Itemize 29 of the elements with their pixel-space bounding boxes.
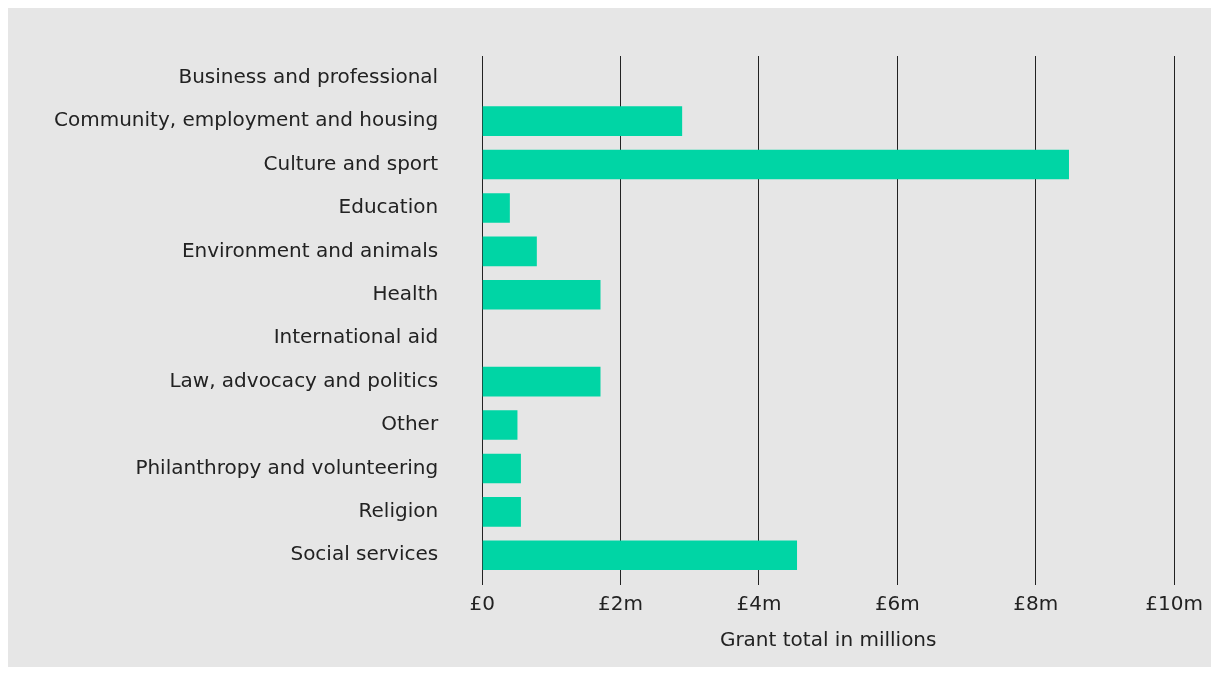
x-axis-title: Grant total in millions (719, 627, 937, 652)
bar (482, 497, 521, 527)
y-tick-label: Business and professional (178, 63, 439, 88)
bar (482, 236, 537, 267)
y-tick-label: Philanthropy and volunteering (135, 454, 439, 479)
y-tick-label: International aid (273, 324, 439, 349)
bar (482, 540, 798, 571)
x-tick-label: £0 (469, 591, 495, 616)
y-tick-label: Culture and sport (263, 150, 439, 175)
bar (482, 366, 601, 397)
bar (482, 453, 521, 484)
x-tick-label: £10m (1145, 591, 1203, 616)
bar (482, 410, 518, 440)
bar (482, 280, 601, 310)
y-tick-label: Education (338, 194, 439, 219)
bar (482, 106, 683, 136)
y-tick-label: Religion (358, 498, 439, 523)
bar (482, 149, 1069, 180)
x-tick-label: £2m (598, 591, 644, 616)
y-tick-label: Other (381, 411, 439, 436)
x-tick-label: £4m (736, 591, 782, 616)
y-tick-label: Social services (290, 541, 439, 566)
x-tick-label: £6m (874, 591, 920, 616)
x-tick-label: £8m (1013, 591, 1059, 616)
y-tick-label: Law, advocacy and politics (169, 367, 439, 392)
y-tick-label: Health (372, 280, 439, 305)
bar (482, 193, 510, 223)
y-tick-label: Environment and animals (181, 237, 439, 262)
y-tick-label: Community, employment and housing (53, 107, 439, 132)
